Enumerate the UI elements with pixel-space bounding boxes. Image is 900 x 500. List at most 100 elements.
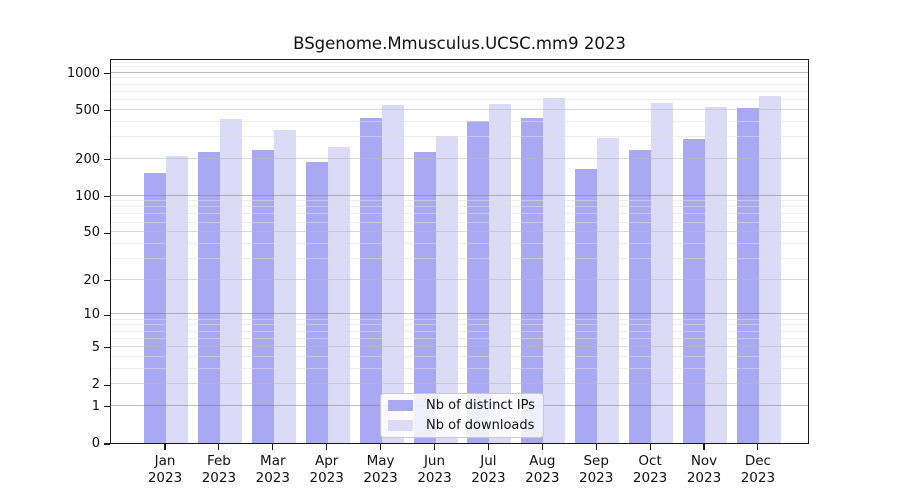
distinct-ips-swatch-icon bbox=[388, 400, 413, 411]
x-axis-tick bbox=[595, 444, 597, 450]
x-axis-tick-label: Jul 2023 bbox=[471, 453, 506, 486]
x-axis-tick-label: Sep 2023 bbox=[579, 453, 614, 486]
legend-label: Nb of distinct IPs bbox=[426, 398, 535, 413]
legend-item-downloads: Nb of downloads bbox=[388, 418, 535, 434]
x-axis-tick-label: May 2023 bbox=[363, 453, 398, 486]
x-axis-tick-label: Mar 2023 bbox=[255, 453, 290, 486]
grid-line-40 bbox=[111, 242, 808, 244]
bar-downloads-dec bbox=[758, 95, 781, 443]
bar-downloads-jun bbox=[435, 135, 458, 443]
y-axis-tick-label: 50 bbox=[83, 225, 100, 241]
grid-line-20 bbox=[111, 278, 808, 280]
plot-area: Nb of distinct IPs Nb of downloads bbox=[110, 59, 809, 444]
grid-line-100 bbox=[111, 194, 808, 196]
chart-title: BSgenome.Mmusculus.UCSC.mm9 2023 bbox=[293, 34, 626, 53]
y-axis-tick bbox=[104, 384, 110, 386]
y-axis-tick bbox=[104, 314, 110, 316]
y-axis-tick bbox=[104, 406, 110, 408]
bar-distinct-ips-aug bbox=[521, 118, 544, 443]
grid-line-4 bbox=[111, 355, 808, 357]
bar-distinct-ips-sep bbox=[575, 168, 598, 443]
grid-line-7 bbox=[111, 330, 808, 332]
y-axis-tick-label: 200 bbox=[75, 151, 100, 167]
x-axis-tick bbox=[487, 444, 489, 450]
grid-line-300 bbox=[111, 135, 808, 137]
legend-item-distinct-ips: Nb of distinct IPs bbox=[388, 398, 535, 414]
bar-distinct-ips-feb bbox=[197, 152, 220, 443]
grid-line-5 bbox=[111, 345, 808, 347]
x-axis-tick-label: Jun 2023 bbox=[417, 453, 452, 486]
bar-distinct-ips-jun bbox=[413, 151, 436, 443]
grid-line-30 bbox=[111, 257, 808, 259]
grid-line-80 bbox=[111, 206, 808, 208]
x-axis-tick bbox=[272, 444, 274, 450]
y-axis-tick bbox=[104, 195, 110, 198]
bar-distinct-ips-apr bbox=[305, 161, 328, 443]
x-axis-tick bbox=[380, 444, 382, 450]
grid-line-200 bbox=[111, 157, 808, 159]
bar-distinct-ips-oct bbox=[629, 149, 652, 443]
bar-distinct-ips-mar bbox=[251, 149, 274, 443]
x-axis-tick bbox=[649, 444, 651, 450]
x-axis-tick bbox=[218, 444, 220, 450]
y-axis-tick bbox=[104, 72, 110, 75]
grid-line-2 bbox=[111, 383, 808, 385]
y-axis-tick bbox=[104, 347, 110, 349]
bar-distinct-ips-jan bbox=[144, 173, 166, 443]
y-axis-tick-label: 1 bbox=[91, 398, 100, 414]
x-axis-tick bbox=[541, 444, 543, 450]
grid-line-600 bbox=[111, 98, 808, 100]
bar-downloads-oct bbox=[651, 103, 674, 443]
grid-line-90 bbox=[111, 200, 808, 202]
x-axis-tick-label: Aug 2023 bbox=[525, 453, 560, 486]
grid-line-900 bbox=[111, 77, 808, 79]
x-axis-tick-label: Feb 2023 bbox=[201, 453, 237, 486]
y-axis-tick-label: 0 bbox=[91, 436, 100, 451]
y-axis-tick-label: 100 bbox=[75, 188, 100, 204]
x-axis-tick bbox=[757, 444, 759, 450]
bar-downloads-jan bbox=[166, 156, 188, 443]
bar-distinct-ips-nov bbox=[683, 138, 705, 443]
grid-line-700 bbox=[111, 90, 808, 92]
bar-downloads-aug bbox=[543, 97, 566, 443]
grid-line-800 bbox=[111, 83, 808, 85]
y-axis-tick-label: 2 bbox=[91, 377, 100, 393]
legend: Nb of distinct IPs Nb of downloads bbox=[380, 393, 544, 438]
y-axis-tick-label: 20 bbox=[83, 272, 100, 288]
bar-downloads-feb bbox=[219, 119, 242, 443]
grid-line-70 bbox=[111, 213, 808, 215]
grid-line-3 bbox=[111, 367, 808, 369]
legend-label: Nb of downloads bbox=[426, 418, 535, 433]
y-axis-tick bbox=[104, 443, 110, 445]
grid-line-500 bbox=[111, 108, 808, 110]
bar-downloads-jul bbox=[489, 103, 512, 443]
bar-distinct-ips-may bbox=[359, 117, 382, 443]
x-axis-tick bbox=[703, 444, 705, 450]
bar-downloads-mar bbox=[273, 129, 296, 443]
y-axis-tick-label: 500 bbox=[75, 102, 100, 118]
grid-line-9 bbox=[111, 318, 808, 320]
x-axis-tick bbox=[164, 444, 166, 450]
y-axis-tick bbox=[104, 159, 110, 161]
y-axis-tick bbox=[104, 110, 110, 112]
bar-distinct-ips-jul bbox=[467, 121, 490, 443]
bar-downloads-apr bbox=[327, 147, 350, 443]
y-axis-tick-label: 10 bbox=[83, 307, 100, 323]
grid-line-1200 bbox=[111, 61, 808, 63]
x-axis-tick bbox=[433, 444, 436, 450]
grid-line-50 bbox=[111, 231, 808, 233]
bar-downloads-nov bbox=[705, 107, 727, 443]
downloads-swatch-icon bbox=[388, 420, 413, 431]
x-axis-tick-label: Apr 2023 bbox=[309, 453, 344, 486]
y-axis-tick bbox=[104, 232, 110, 234]
y-axis-tick-label: 5 bbox=[91, 339, 100, 355]
x-axis-tick-label: Oct 2023 bbox=[632, 453, 668, 486]
bar-downloads-sep bbox=[597, 138, 620, 443]
y-axis-tick-label: 1000 bbox=[66, 65, 100, 81]
grid-line-6 bbox=[111, 337, 808, 339]
grid-line-8 bbox=[111, 324, 808, 326]
x-axis-tick bbox=[326, 444, 328, 450]
x-axis-tick-label: Nov 2023 bbox=[686, 453, 722, 486]
grid-line-1100 bbox=[111, 66, 808, 68]
